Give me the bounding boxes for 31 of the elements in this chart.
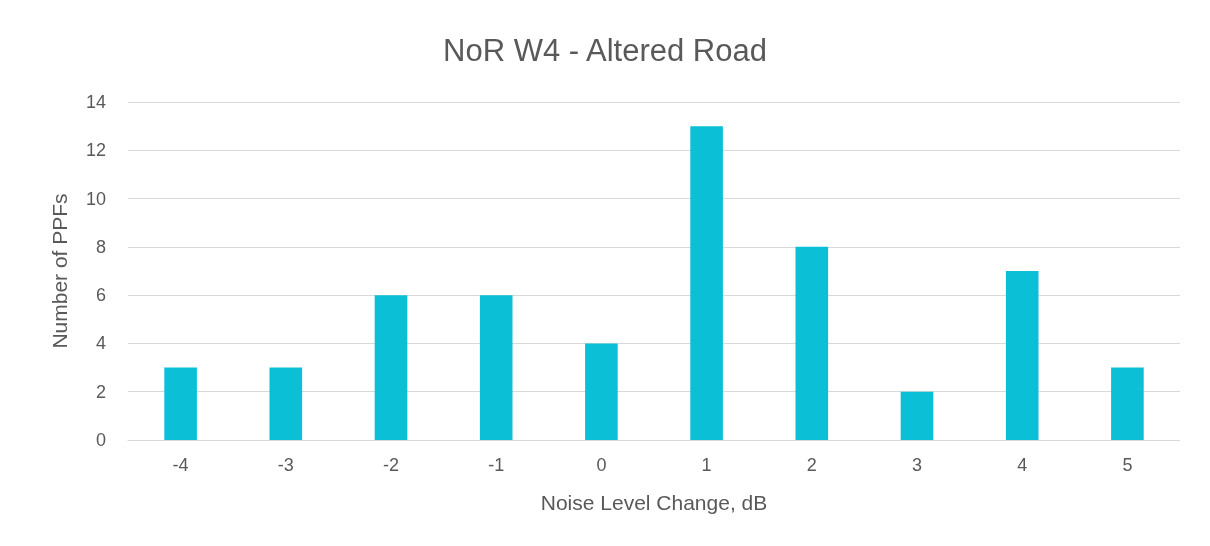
- x-tick-label: 3: [911, 455, 923, 475]
- x-tick-label: 2: [806, 455, 817, 475]
- bar: [374, 295, 408, 440]
- x-tick-label: -1: [488, 455, 505, 475]
- y-tick-label: 8: [95, 236, 106, 257]
- bar: [479, 295, 513, 440]
- bar: [1111, 367, 1144, 440]
- y-tick-label: 0: [95, 430, 106, 450]
- x-tick-label: 4: [1017, 455, 1028, 475]
- chart-title: NoR W4 - Altered Road: [443, 33, 767, 68]
- x-tick-label: -2: [382, 455, 400, 475]
- bar: [164, 367, 197, 440]
- y-tick-label: 4: [95, 333, 106, 354]
- x-tick-label: 5: [1122, 455, 1133, 475]
- bar: [585, 343, 618, 440]
- y-tick-label: 14: [85, 92, 106, 112]
- x-tick-label: 1: [701, 455, 712, 475]
- bar: [900, 391, 934, 440]
- x-tick-label: -3: [277, 455, 294, 475]
- y-tick-label: 10: [85, 188, 106, 209]
- y-tick-label: 12: [85, 140, 106, 161]
- x-tick-label: 0: [596, 455, 607, 475]
- bar: [1005, 271, 1039, 440]
- x-tick-label: -4: [172, 455, 189, 475]
- bar: [269, 367, 303, 440]
- y-tick-label: 2: [95, 381, 106, 402]
- bar: [690, 126, 723, 440]
- x-axis-title: Noise Level Change, dB: [540, 491, 768, 514]
- y-axis-title: Number of PPFs: [48, 193, 71, 349]
- bar: [795, 246, 829, 440]
- y-tick-label: 6: [95, 285, 106, 306]
